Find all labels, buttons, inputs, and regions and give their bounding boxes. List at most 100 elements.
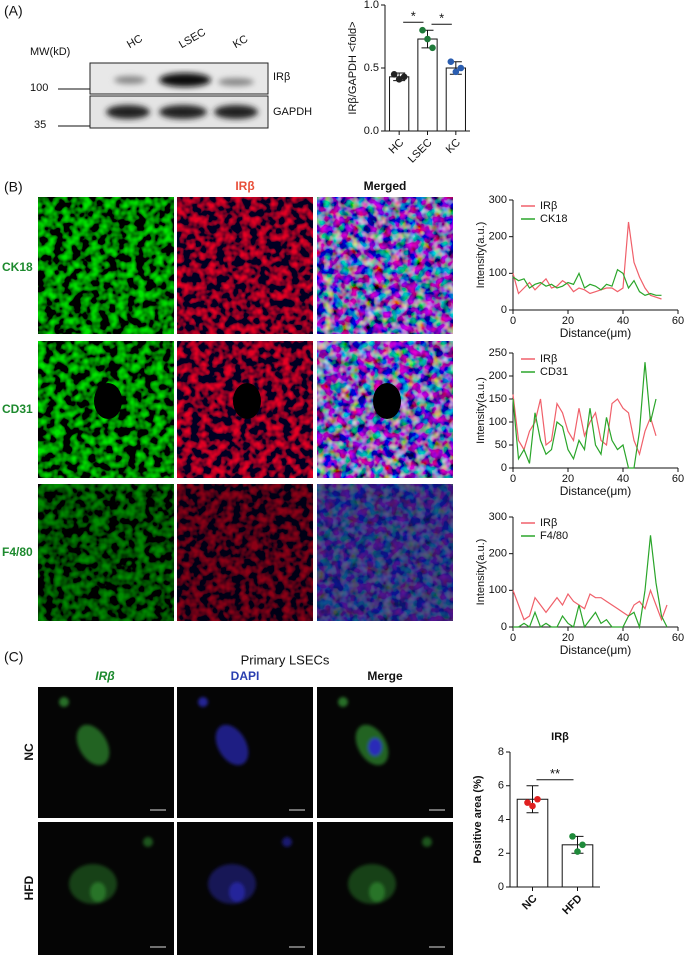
- x-tick-label: 0: [510, 473, 516, 485]
- bar: [389, 76, 410, 132]
- cell: [215, 724, 249, 766]
- x-tick-label: 60: [672, 315, 684, 327]
- bar: [516, 798, 549, 888]
- x-tick-label: 60: [672, 473, 684, 485]
- x-tick-label: 40: [617, 632, 629, 644]
- cell: [338, 697, 348, 707]
- vessel: [233, 383, 261, 419]
- y-tick-label: 4: [498, 813, 504, 825]
- line-series: [512, 394, 657, 457]
- y-tick-label: 100: [489, 267, 507, 279]
- x-tick-label: HC: [387, 137, 407, 157]
- data-point: [534, 795, 541, 803]
- mw-label: MW(kD): [30, 46, 70, 58]
- y-tick-label: 250: [489, 347, 507, 359]
- legend-label: CK18: [540, 213, 568, 225]
- data-point: [424, 35, 431, 43]
- row-label: F4/80: [2, 545, 33, 559]
- significance-label: *: [439, 11, 444, 26]
- column-header: IRβ: [95, 669, 115, 683]
- cells: [59, 697, 110, 766]
- x-tick-label: 40: [617, 315, 629, 327]
- significance-label: **: [550, 766, 560, 781]
- lane-label: HC: [125, 33, 145, 51]
- vessel: [373, 383, 401, 419]
- micrograph-signal: [317, 484, 453, 621]
- y-tick-label: 300: [489, 511, 507, 523]
- y-tick-label: 0: [498, 881, 504, 893]
- x-tick-label: 20: [562, 632, 574, 644]
- x-tick-label: 60: [672, 632, 684, 644]
- y-tick-label: 0.0: [364, 125, 379, 137]
- cell: [143, 837, 153, 847]
- data-point: [529, 802, 536, 810]
- band-label: GAPDH: [273, 106, 312, 118]
- line-series: [512, 588, 668, 622]
- y-tick-label: 200: [489, 548, 507, 560]
- column-header: Merge: [367, 669, 403, 683]
- line-series: [512, 268, 662, 296]
- mw-marker: 35: [34, 119, 46, 131]
- cell: [282, 837, 292, 847]
- cell: [229, 882, 245, 902]
- micrograph-signal: [38, 484, 174, 621]
- cells: [338, 697, 389, 766]
- cells: [198, 697, 249, 766]
- y-tick-label: 8: [498, 746, 504, 758]
- x-tick-label: NC: [520, 893, 540, 913]
- mw-marker: 100: [30, 82, 48, 94]
- x-tick-label: KC: [444, 137, 463, 156]
- blot-bands: [106, 73, 258, 119]
- x-tick-label: 20: [562, 315, 574, 327]
- cells: [69, 837, 153, 904]
- y-tick-label: 300: [489, 194, 507, 206]
- y-axis-label: Positive area (%): [472, 775, 484, 863]
- y-tick-label: 0: [501, 621, 507, 633]
- cell: [76, 724, 110, 766]
- legend-label: IRβ: [540, 200, 557, 212]
- y-tick-label: 150: [489, 393, 507, 405]
- line-series: [512, 221, 662, 300]
- legend-label: F4/80: [540, 530, 568, 542]
- micrograph-signal: [177, 484, 313, 621]
- lane-label: LSEC: [177, 26, 208, 51]
- micrograph-signal: [317, 197, 453, 334]
- chart-title: IRβ: [551, 731, 569, 743]
- y-tick-label: 1.0: [364, 0, 379, 11]
- y-tick-label: 6: [498, 780, 504, 792]
- y-tick-label: 0: [501, 462, 507, 474]
- row-label: HFD: [22, 875, 36, 900]
- bar: [445, 67, 466, 132]
- legend-label: CD31: [540, 366, 568, 378]
- x-axis-label: Distance(μm): [560, 643, 632, 657]
- micrograph-title: Primary LSECs: [241, 652, 330, 667]
- cell: [59, 697, 69, 707]
- y-axis-label: IRβ/GAPDH <fold>: [347, 21, 359, 114]
- row-label: CD31: [2, 402, 33, 416]
- nucleus: [368, 738, 382, 756]
- data-point: [447, 58, 455, 65]
- lane-label: KC: [231, 33, 250, 51]
- data-point: [419, 26, 426, 34]
- data-point: [524, 799, 531, 806]
- row-label: NC: [22, 743, 36, 761]
- cell: [198, 697, 208, 707]
- panel-label: (A): [4, 3, 23, 19]
- y-tick-label: 0.5: [364, 62, 379, 74]
- line-series: [512, 362, 657, 469]
- data-point: [569, 833, 576, 840]
- y-tick-label: 2: [498, 847, 504, 859]
- y-tick-label: 200: [489, 370, 507, 382]
- micrograph-signal: [177, 197, 313, 334]
- x-axis-label: Distance(μm): [560, 484, 632, 498]
- panel-label: (B): [4, 179, 23, 195]
- data-point: [400, 73, 408, 81]
- data-point: [574, 848, 581, 855]
- x-tick-label: LSEC: [406, 137, 435, 166]
- y-tick-label: 0: [501, 304, 507, 316]
- panel-label: (C): [4, 649, 23, 665]
- data-point: [579, 841, 586, 849]
- cells: [208, 837, 292, 904]
- y-tick-label: 100: [489, 416, 507, 428]
